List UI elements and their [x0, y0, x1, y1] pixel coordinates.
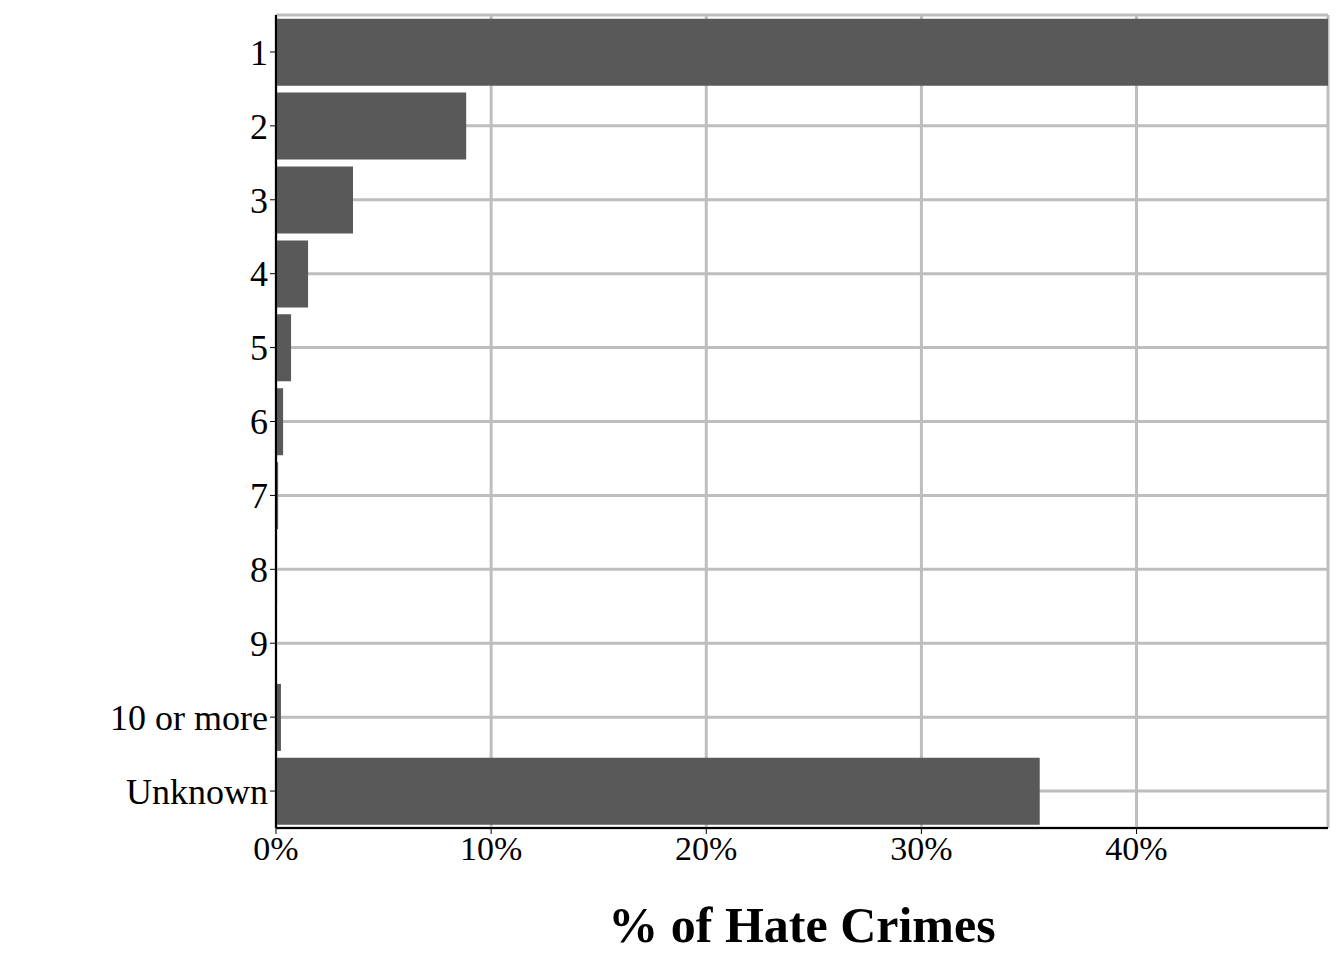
svg-text:30%: 30% [890, 830, 952, 867]
svg-text:5: 5 [250, 328, 268, 368]
svg-text:0%: 0% [253, 830, 298, 867]
svg-text:40%: 40% [1105, 830, 1167, 867]
svg-text:20%: 20% [675, 830, 737, 867]
svg-text:Unknown: Unknown [126, 772, 268, 812]
svg-text:% of Hate Crimes: % of Hate Crimes [608, 897, 995, 953]
svg-text:3: 3 [250, 181, 268, 221]
svg-text:9: 9 [250, 624, 268, 664]
svg-text:6: 6 [250, 402, 268, 442]
svg-text:10 or more: 10 or more [110, 698, 268, 738]
svg-text:8: 8 [250, 550, 268, 590]
svg-text:2: 2 [250, 107, 268, 147]
svg-text:4: 4 [250, 254, 268, 294]
svg-text:7: 7 [250, 476, 268, 516]
svg-text:10%: 10% [460, 830, 522, 867]
svg-text:1: 1 [250, 33, 268, 73]
